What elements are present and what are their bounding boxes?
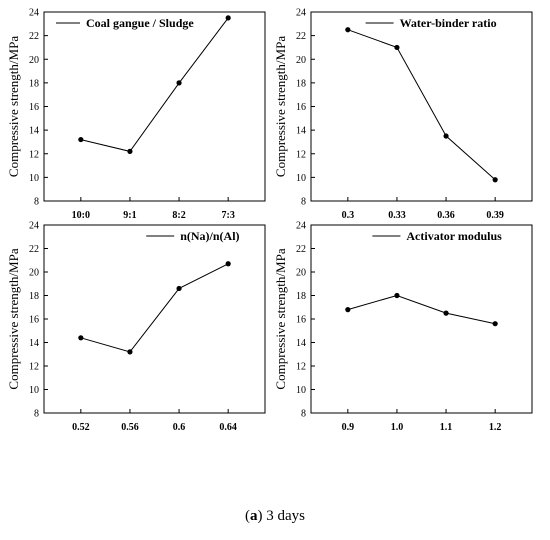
chart-panel-3: 8 10 12 14 16 18 20 22 24 0.52 0.56 0.6 0.64 Compress… [6, 221, 266, 433]
data-point [394, 292, 400, 299]
x-tick-label: 0.52 [72, 422, 90, 433]
x-tick-label: 1.1 [440, 422, 453, 433]
y-tick-label: 22 [29, 244, 39, 255]
caption-text: 3 days [266, 508, 305, 524]
y-tick-label: 16 [296, 315, 306, 326]
data-point [443, 133, 449, 139]
y-tick-label: 12 [296, 149, 306, 160]
y-tick-label: 20 [29, 268, 39, 279]
plot-frame [310, 11, 533, 202]
y-tick-label: 22 [296, 31, 306, 42]
data-point [492, 321, 498, 327]
legend-label: Coal gangue / Sludge [86, 16, 194, 30]
y-tick-label: 12 [296, 362, 306, 373]
y-tick-label: 18 [296, 291, 306, 302]
x-tick-label: 0.56 [121, 422, 139, 433]
y-tick-label: 20 [296, 268, 306, 279]
data-point [345, 27, 351, 33]
y-tick-label: 10 [29, 385, 39, 396]
y-tick-label: 8 [34, 409, 39, 420]
data-point [394, 44, 400, 51]
series-line [80, 17, 229, 152]
data-point [345, 307, 351, 313]
y-tick-label: 10 [296, 173, 306, 184]
x-tick-label: 0.39 [486, 210, 504, 221]
x-tick-label: 10:0 [72, 210, 90, 221]
x-tick-label: 1.0 [391, 422, 404, 433]
x-tick-label: 0.33 [388, 210, 406, 221]
y-tick-label: 20 [29, 55, 39, 66]
data-point [176, 285, 182, 292]
y-tick-label: 16 [29, 315, 39, 326]
y-tick-label: 14 [29, 126, 39, 137]
x-tick-label: 7:3 [221, 210, 234, 221]
legend-label: n(Na)/n(Al) [180, 229, 239, 243]
x-tick-label: 1.2 [489, 422, 502, 433]
plot-frame [43, 11, 266, 202]
y-tick-label: 8 [301, 197, 306, 208]
plot-frame [43, 224, 266, 414]
y-tick-label: 20 [296, 55, 306, 66]
y-tick-label: 10 [29, 173, 39, 184]
y-axis-label: Compressive strength/MPa [273, 248, 288, 389]
y-tick-label: 16 [29, 102, 39, 113]
series-line [347, 29, 496, 181]
y-tick-label: 18 [29, 78, 39, 89]
y-tick-label: 8 [301, 409, 306, 420]
y-tick-label: 16 [296, 102, 306, 113]
x-tick-label: 8:2 [172, 210, 185, 221]
y-tick-label: 12 [29, 362, 39, 373]
chart-panel-4: 8 10 12 14 16 18 20 22 24 0.9 1.0 1.1 1.2 Compressive… [273, 221, 533, 433]
figure-caption: (a) 3 days [245, 508, 305, 524]
legend-label: Water-binder ratio [400, 16, 497, 30]
data-point [78, 136, 84, 143]
x-tick-label: 0.64 [219, 422, 237, 433]
data-point [78, 335, 84, 341]
y-tick-label: 12 [29, 149, 39, 160]
data-point [225, 15, 231, 21]
caption-label: a [250, 508, 258, 524]
y-tick-label: 10 [296, 385, 306, 396]
data-point [127, 148, 133, 154]
data-point [492, 177, 498, 183]
y-axis-label: Compressive strength/MPa [6, 36, 21, 177]
y-tick-label: 24 [296, 221, 306, 232]
x-tick-label: 9:1 [123, 210, 136, 221]
y-tick-label: 24 [29, 8, 39, 19]
data-point [225, 261, 231, 267]
x-tick-label: 0.3 [342, 210, 355, 221]
y-tick-label: 22 [29, 31, 39, 42]
chart-panel-2: 8 10 12 14 16 18 20 22 24 0.3 0.33 0.36 0.39 Compress… [273, 8, 533, 221]
x-tick-label: 0.36 [437, 210, 455, 221]
y-tick-label: 14 [296, 126, 306, 137]
y-tick-label: 24 [296, 8, 306, 19]
data-point [176, 80, 182, 86]
y-tick-label: 22 [296, 244, 306, 255]
y-tick-label: 8 [34, 197, 39, 208]
x-tick-label: 0.9 [342, 422, 355, 433]
chart-panel-1: 8 10 12 14 16 18 20 22 24 10:0 9:1 8:2 7:3 Compressiv… [6, 8, 266, 221]
plot-frame [310, 224, 533, 414]
y-axis-label: Compressive strength/MPa [6, 248, 21, 389]
y-tick-label: 18 [296, 78, 306, 89]
series-line [80, 263, 229, 353]
series-line [347, 294, 496, 325]
y-axis-label: Compressive strength/MPa [273, 36, 288, 177]
y-tick-label: 24 [29, 221, 39, 232]
data-point [127, 349, 133, 355]
y-tick-label: 14 [296, 338, 306, 349]
x-tick-label: 0.6 [173, 422, 186, 433]
y-tick-label: 14 [29, 338, 39, 349]
data-point [443, 310, 449, 316]
legend-label: Activator modulus [406, 229, 502, 243]
y-tick-label: 18 [29, 291, 39, 302]
